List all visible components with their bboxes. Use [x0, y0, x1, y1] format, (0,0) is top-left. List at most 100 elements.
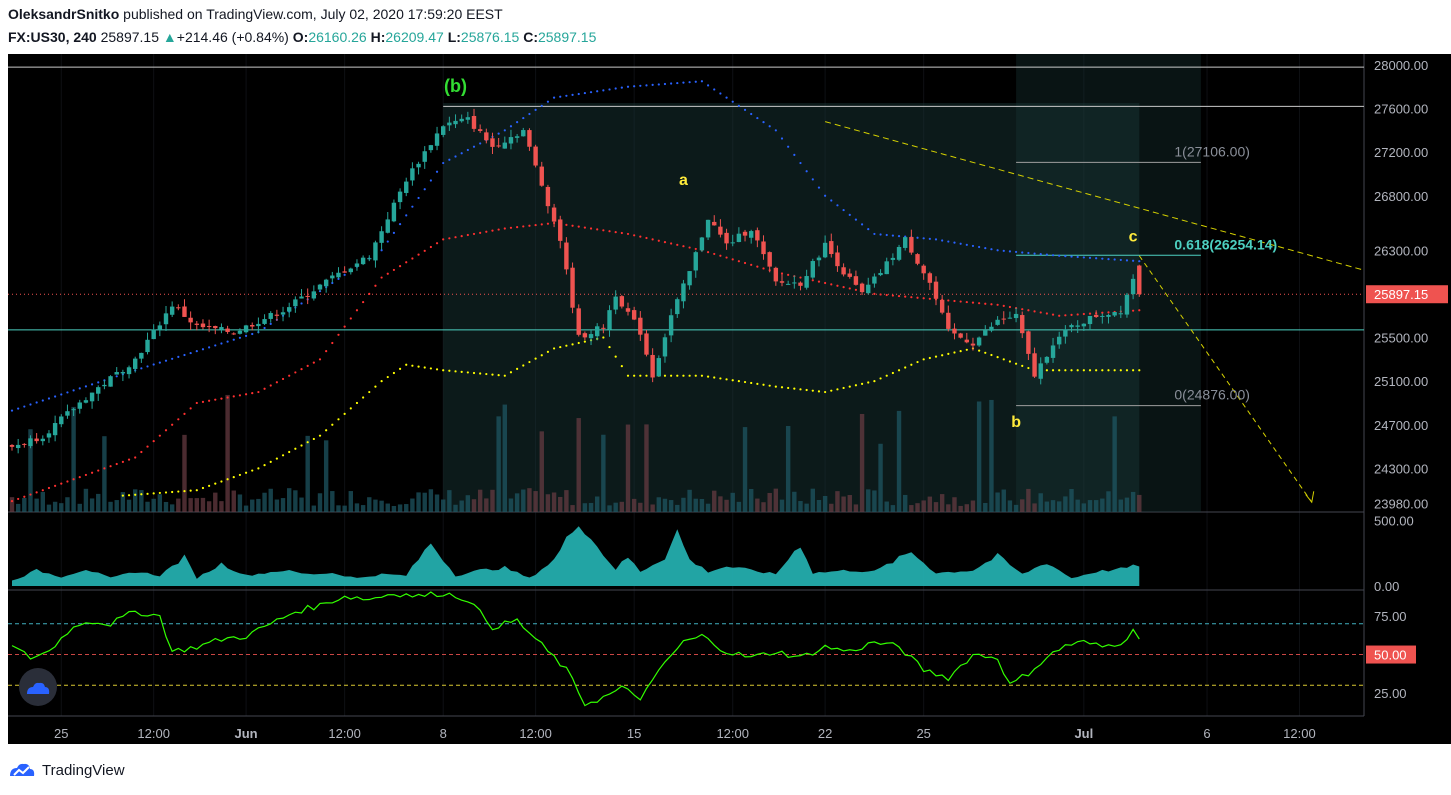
candle — [1026, 330, 1031, 361]
lower-band-dot — [860, 382, 864, 385]
upper-band-dot — [996, 249, 999, 252]
mid-band-dot — [743, 261, 747, 265]
candle-body — [724, 232, 729, 244]
candle-body — [367, 258, 372, 260]
mid-band-dot — [442, 238, 445, 241]
volume-bar — [126, 499, 132, 512]
upper-band-dot — [78, 387, 81, 390]
volume-bar — [477, 489, 483, 512]
upper-band-dot — [854, 218, 858, 221]
candle — [231, 332, 236, 336]
upper-band-dot — [848, 213, 851, 216]
candle-body — [1130, 278, 1136, 295]
upper-band-dot — [23, 405, 26, 408]
upper-band-dot — [251, 332, 254, 336]
mid-band-dot — [516, 226, 519, 229]
upper-band-dot — [1088, 256, 1092, 259]
volume-bar — [539, 431, 544, 512]
candle — [250, 322, 255, 331]
upper-band-dot — [978, 245, 981, 249]
candle — [114, 367, 119, 375]
candle — [995, 316, 1000, 326]
candle-body — [453, 120, 458, 125]
candle-body — [1081, 323, 1087, 327]
mid-band-dot — [1027, 309, 1030, 312]
mid-band-dot — [429, 245, 432, 249]
mid-band-dot — [35, 491, 38, 494]
candle — [496, 137, 501, 148]
volume-bar — [428, 489, 434, 512]
mid-band-dot — [195, 401, 198, 405]
volume-bar — [219, 501, 224, 512]
upper-band-dot — [337, 277, 340, 281]
tradingview-logo-icon — [10, 763, 35, 776]
lower-band-dot — [134, 493, 137, 496]
candle-body — [644, 333, 649, 355]
upper-band-dot — [1082, 256, 1085, 259]
volume-bar — [404, 504, 409, 512]
upper-band-dot — [516, 121, 519, 124]
watermark-logo-icon — [19, 668, 57, 706]
lower-band-dot — [269, 460, 272, 463]
mid-band-dot — [670, 242, 673, 245]
candle — [280, 306, 286, 322]
mid-band-dot — [1008, 305, 1012, 309]
chart-svg[interactable]: (b) a b c 1(27106.00) 0.618(26254.14) 0(24876.… — [8, 54, 1451, 744]
lower-band-dot — [325, 429, 328, 432]
lower-band-dot — [540, 354, 543, 357]
volume-bar — [22, 498, 27, 512]
candle — [169, 301, 175, 318]
mid-band-dot — [910, 296, 913, 299]
candle — [564, 237, 569, 275]
brand-name[interactable]: TradingView — [42, 761, 125, 779]
candle-body — [939, 299, 945, 313]
mid-band-dot — [824, 281, 827, 285]
upper-band-dot — [189, 351, 192, 355]
candle — [576, 304, 581, 337]
candle-body — [225, 328, 230, 332]
volume-bar — [250, 499, 255, 512]
volume-bar — [151, 498, 156, 512]
volume-bar — [699, 498, 705, 512]
volume-bar — [59, 503, 64, 512]
volume-bar — [909, 505, 914, 512]
candle-body — [705, 219, 711, 238]
upper-band-dot — [47, 397, 51, 400]
mid-band-dot — [479, 231, 482, 234]
candle-body — [188, 317, 193, 323]
mid-band-dot — [614, 231, 617, 234]
author-name[interactable]: OleksandrSnitko — [8, 6, 120, 22]
volume-bar — [1007, 500, 1013, 512]
candle-body — [539, 166, 544, 186]
upper-band-dot — [534, 108, 537, 111]
candle-body — [379, 231, 384, 243]
last-price-badge-text: 25897.15 — [1374, 287, 1428, 302]
candle-body — [354, 263, 360, 267]
candle — [120, 369, 126, 382]
mid-band-dot — [121, 460, 124, 463]
mid-band-dot — [238, 394, 242, 397]
volume-bar — [114, 500, 119, 512]
candle-body — [1026, 331, 1031, 354]
upper-band-dot — [448, 158, 451, 161]
mid-band-dot — [596, 228, 599, 231]
candle-body — [625, 308, 631, 312]
candle-body — [890, 257, 896, 260]
symbol-label[interactable]: FX:US30, 240 — [8, 29, 97, 45]
candle-body — [108, 376, 113, 387]
upper-band-dot — [1119, 258, 1122, 262]
candle-body — [785, 283, 791, 285]
volume-bar — [872, 490, 877, 512]
mid-band-dot — [152, 440, 155, 443]
lower-band-dot — [479, 372, 482, 375]
upper-band-dot — [405, 214, 408, 217]
candle-body — [712, 221, 717, 226]
candle-body — [829, 241, 834, 255]
candle-body — [1038, 363, 1043, 379]
last-price: 25897.15 — [100, 29, 160, 45]
lower-band-dot — [614, 355, 617, 358]
volume-bar — [631, 498, 637, 512]
mid-band-dot — [1082, 312, 1085, 316]
volume-bar — [96, 493, 101, 512]
chart-area[interactable]: (b) a b c 1(27106.00) 0.618(26254.14) 0(24876.… — [8, 54, 1451, 744]
